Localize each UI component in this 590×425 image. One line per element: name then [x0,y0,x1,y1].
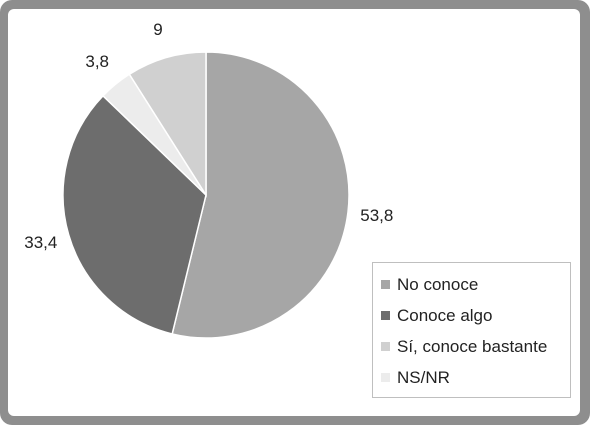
legend-swatch-si-conoce-bastante [381,342,390,351]
pie-chart [62,51,350,339]
data-label-no-conoce: 53,8 [360,205,394,225]
legend-item-ns-nr: NS/NR [381,362,570,393]
pie-slice-conoce-algo [62,94,207,335]
data-label-ns-nr: 3,8 [85,51,110,71]
legend-label-si-conoce-bastante: Sí, conoce bastante [397,336,548,356]
data-label-si-conoce-bastante: 9 [153,19,163,39]
legend-label-conoce-algo: Conoce algo [397,305,493,325]
data-label-conoce-algo: 33,4 [24,233,58,252]
legend: No conoce Conoce algo Sí, conoce bastant… [372,262,571,398]
legend-item-conoce-algo: Conoce algo [381,300,570,331]
legend-swatch-conoce-algo [381,311,390,320]
legend-label-ns-nr: NS/NR [397,367,450,387]
legend-item-si-conoce-bastante: Sí, conoce bastante [381,331,570,362]
pie-slice-no-conoce [171,51,350,339]
legend-swatch-no-conoce [381,280,390,289]
legend-label-no-conoce: No conoce [397,274,479,294]
pie-slice-si-conoce-bastante [128,51,207,198]
chart-panel: 53,8 33,4 3,8 9 No conoce Conoce algo Sí, c… [8,9,580,416]
legend-item-no-conoce: No conoce [381,269,570,300]
legend-swatch-ns-nr [381,373,390,382]
